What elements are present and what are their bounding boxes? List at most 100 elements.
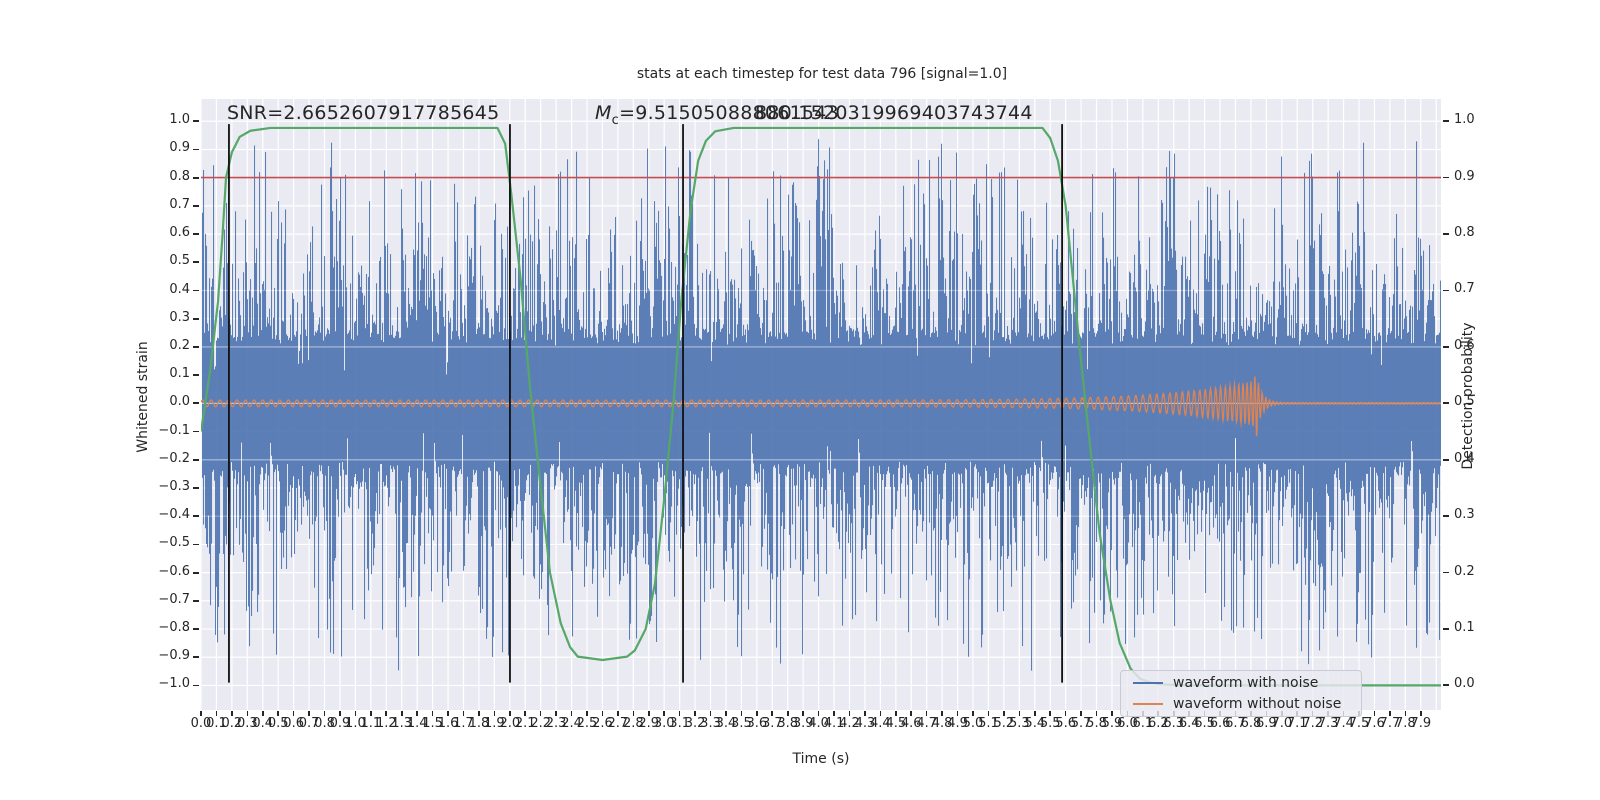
left-y-tick-label: 0.0 (169, 394, 190, 410)
x-tick-mark (1373, 711, 1376, 716)
x-tick-label: 6.1 (1132, 716, 1154, 731)
left-y-tick-mark (193, 628, 199, 630)
x-tick-mark (1095, 711, 1098, 716)
right-y-tick-label: 0.0 (1454, 676, 1475, 692)
x-tick-label: 7.6 (1364, 716, 1385, 731)
x-tick-label: 4.4 (870, 716, 891, 731)
x-tick-label: 6.3 (1163, 716, 1185, 731)
x-tick-mark (493, 711, 496, 716)
x-tick-label: 7.0 (1271, 716, 1293, 731)
left-y-tick-mark (193, 543, 199, 546)
chart-title: stats at each timestep for test data 796… (636, 66, 1008, 82)
x-tick-label: 0.0 (190, 716, 212, 731)
left-y-tick-label: −0.2 (158, 450, 190, 466)
x-tick-mark (725, 711, 727, 716)
x-tick-mark (524, 711, 527, 716)
left-y-tick-mark (193, 402, 199, 405)
x-tick-label: 0.5 (267, 716, 289, 731)
x-tick-label: 1.0 (345, 716, 366, 731)
x-tick-mark (848, 711, 851, 716)
left-y-tick-mark (193, 684, 199, 687)
x-tick-label: 4.7 (916, 716, 938, 731)
x-tick-mark (478, 711, 480, 716)
right-y-tick-mark (1443, 120, 1449, 123)
right-y-tick-mark (1443, 402, 1449, 405)
x-tick-mark (972, 711, 974, 716)
x-tick-label: 2.1 (514, 716, 536, 731)
x-tick-mark (570, 711, 573, 716)
right-y-tick-mark (1443, 289, 1449, 292)
right-y-tick-label: 0.1 (1454, 619, 1475, 635)
left-y-tick-label: 0.2 (169, 337, 190, 353)
x-tick-label: 5.0 (962, 716, 984, 731)
x-tick-mark (864, 711, 866, 716)
x-tick-label: 6.2 (1147, 716, 1169, 731)
x-tick-mark (1018, 711, 1021, 716)
x-tick-mark (462, 711, 465, 716)
right-y-tick-mark (1443, 458, 1449, 461)
x-tick-label: 0.8 (314, 716, 335, 731)
right-y-tick-mark (1443, 515, 1449, 518)
left-y-tick-label: −0.8 (158, 620, 190, 636)
x-tick-mark (385, 711, 388, 716)
legend-item-without-noise: waveform without noise (1121, 694, 1361, 714)
left-y-tick-label: 0.1 (169, 366, 190, 382)
x-tick-mark (261, 711, 264, 716)
x-tick-label: 2.4 (561, 716, 582, 731)
x-tick-label: 2.9 (638, 716, 660, 731)
x-tick-label: 0.3 (236, 716, 258, 731)
x-tick-mark (987, 711, 990, 716)
x-tick-label: 2.0 (499, 716, 521, 731)
right-y-tick-label: 0.2 (1454, 563, 1475, 579)
x-tick-label: 3.9 (792, 716, 814, 731)
x-tick-label: 6.7 (1225, 716, 1246, 731)
right-y-tick-label: 1.0 (1454, 112, 1475, 128)
x-tick-label: 1.7 (453, 716, 474, 731)
x-tick-label: 2.7 (607, 716, 629, 731)
x-tick-label: 1.5 (422, 716, 443, 731)
x-tick-label: 5.5 (1039, 716, 1061, 731)
x-tick-label: 5.3 (1008, 716, 1030, 731)
left-y-tick-label: 0.7 (169, 196, 190, 212)
mc-value: =9.515050888061543 (619, 102, 839, 124)
right-y-tick-label: 0.7 (1454, 281, 1475, 297)
x-tick-label: 4.2 (839, 716, 860, 731)
x-tick-label: 1.3 (391, 716, 413, 731)
x-tick-label: 7.4 (1333, 716, 1354, 731)
x-tick-mark (246, 711, 249, 716)
x-tick-mark (910, 711, 913, 716)
left-y-tick-label: −0.1 (158, 422, 190, 438)
left-y-tick-mark (193, 346, 199, 348)
left-y-tick-label: 0.8 (169, 168, 190, 184)
mc-symbol: M (595, 102, 612, 124)
x-tick-mark (678, 711, 681, 716)
x-tick-mark (617, 711, 619, 716)
x-tick-mark (1064, 711, 1067, 716)
x-tick-mark (1049, 711, 1051, 716)
x-tick-mark (709, 711, 712, 716)
x-tick-label: 0.7 (298, 716, 320, 731)
x-tick-label: 4.9 (947, 716, 968, 731)
x-tick-mark (771, 711, 774, 716)
right-y-tick-label: 0.4 (1454, 450, 1475, 466)
x-tick-mark (509, 711, 511, 716)
x-tick-mark (416, 711, 418, 716)
x-tick-label: 6.0 (1117, 716, 1138, 731)
x-tick-mark (756, 711, 758, 716)
left-y-tick-mark (193, 289, 199, 292)
left-y-tick-mark (193, 317, 199, 320)
x-tick-label: 6.8 (1240, 716, 1262, 731)
left-y-tick-mark (193, 205, 199, 207)
x-tick-label: 1.1 (360, 716, 382, 731)
right-y-tick-mark (1443, 233, 1449, 235)
right-y-tick-label: 0.9 (1454, 168, 1475, 184)
right-y-tick-mark (1443, 176, 1449, 179)
x-tick-label: 5.4 (1024, 716, 1046, 731)
x-tick-label: 3.4 (715, 716, 737, 731)
x-tick-mark (231, 711, 233, 716)
x-tick-mark (956, 711, 959, 716)
x-tick-mark (879, 711, 882, 716)
x-tick-mark (370, 711, 372, 716)
x-tick-mark (555, 711, 557, 716)
